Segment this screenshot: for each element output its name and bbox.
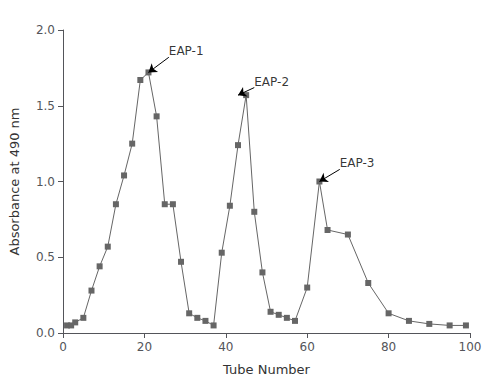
svg-text:60: 60 (300, 340, 315, 354)
svg-text:40: 40 (218, 340, 233, 354)
svg-text:EAP-3: EAP-3 (340, 156, 375, 170)
svg-text:0.5: 0.5 (36, 250, 55, 264)
svg-text:2.0: 2.0 (36, 23, 55, 37)
svg-text:1.0: 1.0 (36, 175, 55, 189)
svg-text:80: 80 (381, 340, 396, 354)
svg-text:100: 100 (459, 340, 482, 354)
svg-text:EAP-2: EAP-2 (254, 75, 289, 89)
svg-text:EAP-1: EAP-1 (169, 44, 204, 58)
svg-text:1.5: 1.5 (36, 99, 55, 113)
svg-text:Tube Number: Tube Number (222, 362, 310, 377)
svg-text:20: 20 (137, 340, 152, 354)
svg-text:0: 0 (59, 340, 67, 354)
svg-text:0.0: 0.0 (36, 326, 55, 340)
svg-text:Absorbance at 490 nm: Absorbance at 490 nm (7, 108, 22, 256)
